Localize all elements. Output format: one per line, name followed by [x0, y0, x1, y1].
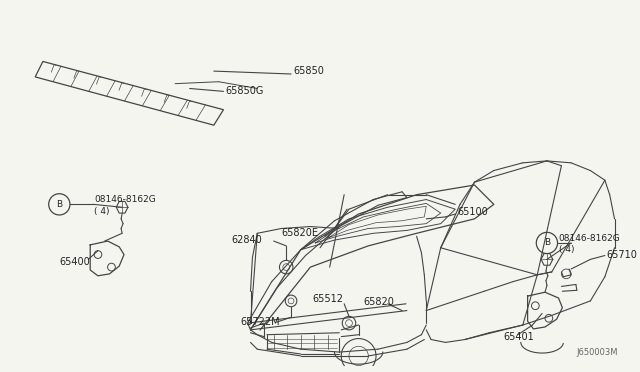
- Text: 65710: 65710: [607, 250, 637, 260]
- Text: 65850: 65850: [293, 66, 324, 76]
- Text: 65100: 65100: [457, 207, 488, 217]
- Text: ( 4): ( 4): [94, 206, 109, 216]
- Text: 65722M: 65722M: [241, 317, 280, 327]
- Text: 08146-8162G: 08146-8162G: [94, 195, 156, 204]
- Text: 65850G: 65850G: [225, 86, 264, 96]
- Text: 62840: 62840: [231, 235, 262, 245]
- Text: B: B: [544, 238, 550, 247]
- Text: 65401: 65401: [504, 331, 534, 341]
- Text: 08146-8162G: 08146-8162G: [559, 234, 620, 243]
- Text: 65512: 65512: [312, 294, 343, 304]
- Text: 65820E: 65820E: [282, 228, 319, 238]
- Text: 65820: 65820: [364, 297, 394, 307]
- Text: ( 4): ( 4): [559, 245, 574, 254]
- Text: 65400: 65400: [60, 257, 90, 267]
- Text: J650003M: J650003M: [576, 347, 618, 357]
- Text: B: B: [56, 200, 62, 209]
